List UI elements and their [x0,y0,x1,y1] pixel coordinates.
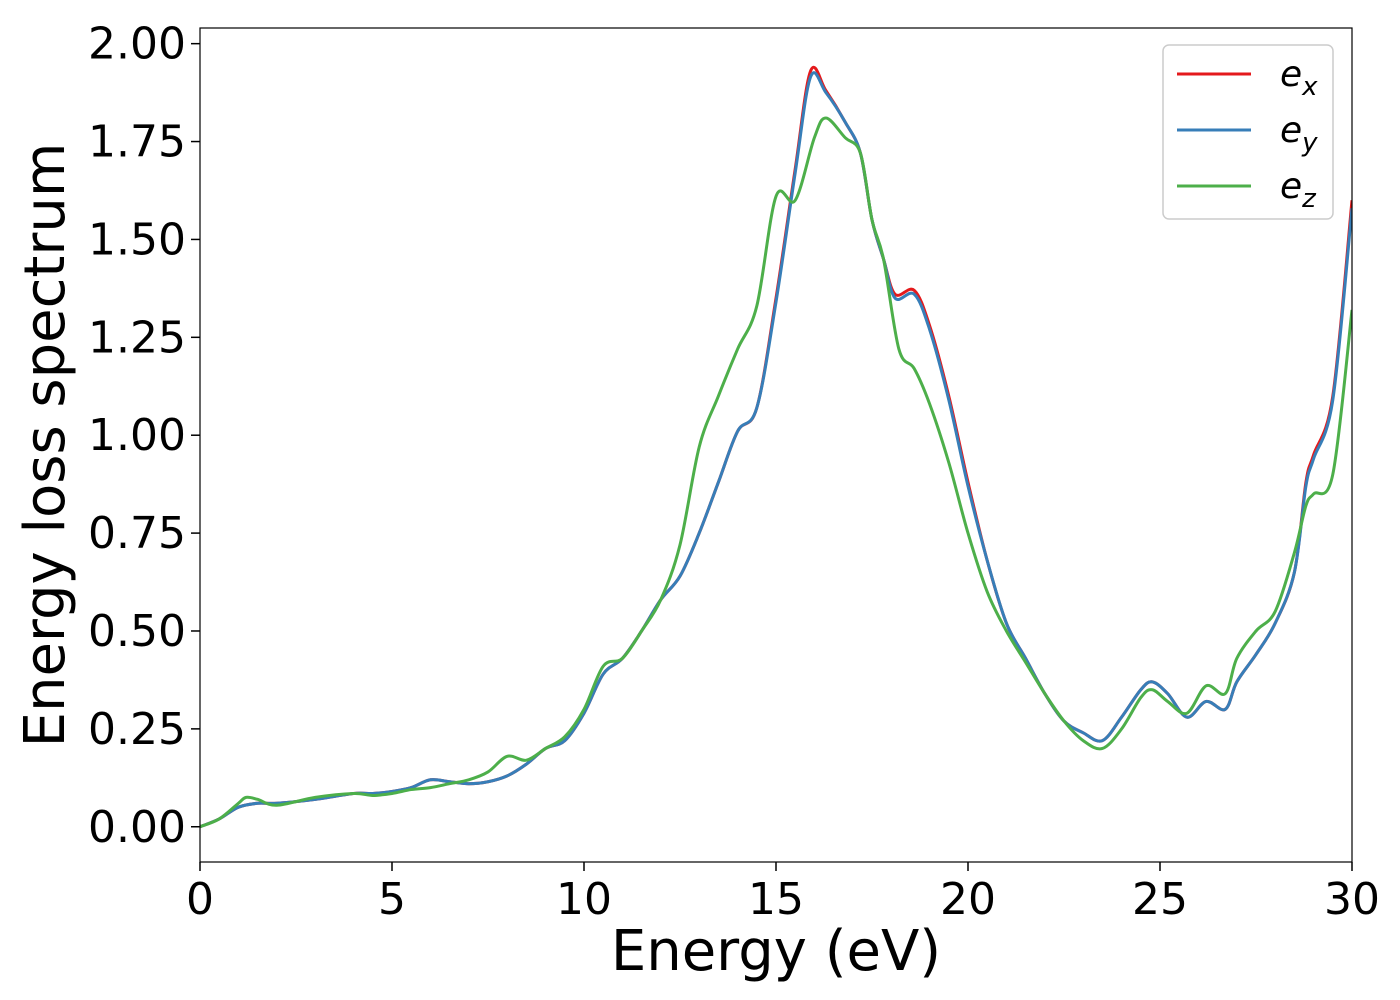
y-axis: 0.00 0.25 0.50 0.75 1.00 1.25 1.50 1.75 2.00 [88,19,200,853]
legend-label-x: ex [1280,54,1318,102]
y-tick-label: 1.25 [88,312,186,363]
legend-label-y: ey [1280,110,1318,158]
x-axis: 0 5 10 15 20 25 30 [186,862,1380,925]
series-line-z [200,116,1352,829]
x-tick-label: 15 [748,874,804,925]
x-tick-label: 10 [556,874,612,925]
y-tick-label: 0.25 [88,704,186,755]
y-tick-label: 1.50 [88,214,186,265]
legend-box [1162,44,1334,220]
y-tick-label: 2.00 [88,19,186,70]
x-axis-title: Energy (eV) [611,919,941,984]
legend-label-z: ez [1280,166,1317,214]
series-layer [200,65,1352,829]
series-line-y [200,71,1352,829]
x-tick-label: 5 [378,874,406,925]
y-tick-label: 0.50 [88,606,186,657]
legend: ex ey ez [1162,44,1334,220]
x-tick-label: 30 [1324,874,1380,925]
x-tick-label: 25 [1132,874,1188,925]
y-tick-label: 1.00 [88,410,186,461]
y-tick-label: 1.75 [88,117,186,168]
y-tick-label: 0.75 [88,508,186,559]
y-axis-title: Energy loss spectrum [13,143,78,748]
x-tick-label: 0 [186,874,214,925]
y-tick-label: 0.00 [88,802,186,853]
x-tick-label: 20 [940,874,996,925]
